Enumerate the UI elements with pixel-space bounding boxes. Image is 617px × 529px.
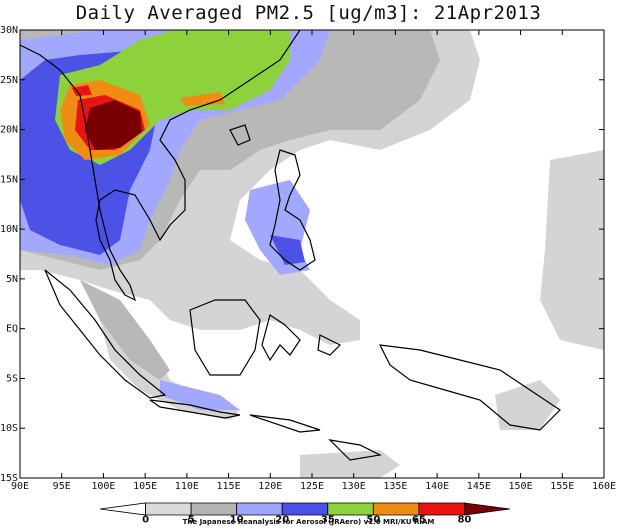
map-title: Daily Averaged PM2.5 [ug/m3]: 21Apr2013 [75, 2, 542, 24]
field-red-small [72, 85, 92, 96]
colorbar-swatch [372, 502, 420, 516]
lat-label: 15N [0, 174, 18, 185]
lon-label: 160E [592, 481, 616, 492]
colorbar-label: 10 [230, 514, 244, 525]
lat-label: 30N [0, 25, 18, 36]
colorbar-swatch [190, 502, 238, 516]
lon-label: 95E [53, 481, 71, 492]
colorbar-label: 35 [321, 514, 335, 525]
colorbar-label: 5 [188, 514, 195, 525]
field-blue-phil [270, 235, 305, 265]
colorbar-swatch [464, 502, 511, 516]
colorbar-swatch [99, 502, 146, 516]
lon-label: 110E [175, 481, 199, 492]
lon-label: 105E [133, 481, 157, 492]
colorbar-swatch [327, 502, 374, 516]
lon-label: 130E [342, 481, 366, 492]
lon-label: 145E [467, 481, 491, 492]
lat-label: 25N [0, 75, 18, 86]
lon-label: 100E [91, 481, 115, 492]
lon-label: 155E [550, 481, 574, 492]
lon-label: 140E [425, 481, 449, 492]
lon-label: 125E [300, 481, 324, 492]
colorbar-swatch [281, 502, 329, 516]
colorbar-label: 20 [275, 514, 289, 525]
colorbar-swatch [418, 502, 465, 516]
field-light-gray-pg [495, 380, 560, 430]
colorbar-label: 0 [142, 514, 149, 525]
colorbar-label: 80 [457, 514, 471, 525]
lat-label: 20N [0, 125, 18, 136]
lon-label: 135E [383, 481, 407, 492]
lon-label: 90E [11, 481, 29, 492]
lat-axis: 30N 25N 20N 15N 10N 5N EQ 5S 10S 15S [0, 25, 604, 484]
concentration-field [20, 30, 604, 478]
lat-label: 15S [0, 473, 18, 484]
colorbar-label: 65 [412, 514, 426, 525]
field-light-gray-south2 [300, 450, 400, 478]
field-gray-sumatra [80, 280, 170, 380]
colorbar-swatch [236, 502, 283, 516]
coastlines [20, 30, 561, 461]
field-light-gray-east [540, 150, 604, 350]
lon-axis: 90E 95E 100E 105E 110E 115E 120E 125E 130E 135E 14… [11, 30, 616, 492]
colorbar-swatch [145, 502, 192, 516]
lat-label: 10S [0, 423, 18, 434]
lat-label: 10N [0, 224, 18, 235]
lat-label: EQ [6, 324, 18, 335]
lat-label: 5N [6, 274, 18, 285]
lon-label: 115E [217, 481, 241, 492]
field-dark-red [85, 100, 142, 150]
lat-label: 5S [6, 373, 18, 384]
field-light-blue-s [160, 380, 240, 410]
colorbar-label: 50 [366, 514, 380, 525]
lon-label: 120E [258, 481, 282, 492]
footer-credit: The Japanese Reanalysis for Aerosol (JRA… [182, 518, 435, 526]
lon-label: 150E [509, 481, 533, 492]
colorbar: 0 5 10 20 35 50 65 80 [99, 502, 511, 525]
